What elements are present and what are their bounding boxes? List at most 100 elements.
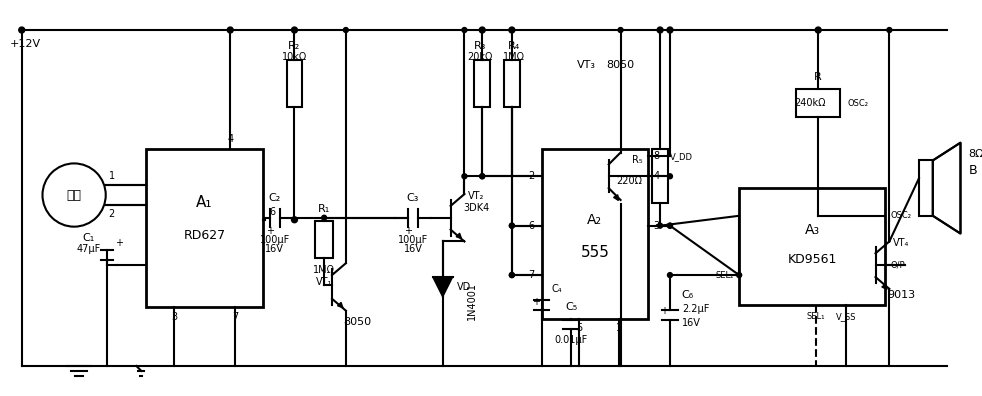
Circle shape [19, 27, 25, 33]
Text: VT₄: VT₄ [893, 238, 909, 248]
Circle shape [668, 223, 673, 228]
Text: A₁: A₁ [196, 196, 213, 210]
Circle shape [322, 215, 327, 220]
Text: A₃: A₃ [804, 223, 820, 237]
Text: 240kΩ: 240kΩ [794, 98, 826, 108]
Text: 8: 8 [653, 152, 659, 162]
Text: 555: 555 [580, 245, 609, 260]
Bar [474, 60, 490, 107]
Circle shape [510, 272, 515, 278]
Text: 4: 4 [227, 134, 234, 144]
Circle shape [657, 27, 663, 33]
Text: C₅: C₅ [565, 302, 577, 312]
Text: 10kΩ: 10kΩ [282, 52, 307, 62]
Text: VT₃: VT₃ [576, 60, 595, 70]
Text: KD9561: KD9561 [788, 253, 837, 266]
Circle shape [480, 174, 485, 179]
Text: 2.2μF: 2.2μF [682, 304, 709, 314]
Circle shape [668, 223, 673, 228]
Circle shape [509, 27, 515, 33]
Bar [739, 188, 886, 305]
Text: 8050: 8050 [607, 60, 634, 70]
Text: R: R [814, 72, 822, 82]
Text: OSC₂: OSC₂ [847, 99, 869, 108]
Text: 2: 2 [109, 209, 115, 219]
Circle shape [887, 28, 892, 32]
Text: 6: 6 [270, 207, 276, 217]
Text: 5: 5 [575, 324, 582, 333]
Text: 6: 6 [528, 221, 534, 230]
Text: 8Ω: 8Ω [968, 148, 982, 158]
Circle shape [815, 27, 821, 33]
Text: 1N4001: 1N4001 [467, 282, 477, 320]
Bar [315, 221, 333, 258]
Circle shape [227, 27, 233, 33]
Circle shape [292, 217, 298, 223]
Text: 2: 2 [528, 171, 534, 181]
Circle shape [510, 272, 515, 278]
Text: +: + [115, 238, 123, 248]
Text: 100μF: 100μF [398, 234, 428, 244]
Circle shape [510, 223, 515, 228]
Bar [541, 148, 648, 318]
Text: 8050: 8050 [344, 316, 372, 327]
Text: R₁: R₁ [318, 204, 330, 214]
Text: V_SS: V_SS [836, 312, 856, 321]
Bar [504, 60, 519, 107]
Bar [919, 160, 933, 216]
Polygon shape [433, 277, 453, 297]
Text: 4: 4 [653, 171, 659, 181]
Text: VD: VD [458, 282, 471, 292]
Text: R₂: R₂ [289, 41, 300, 51]
Text: 1MΩ: 1MΩ [313, 265, 335, 275]
Text: 1: 1 [109, 171, 115, 181]
Text: 3DK4: 3DK4 [464, 203, 489, 213]
Text: R₄: R₄ [508, 41, 519, 51]
Text: V_DD: V_DD [670, 152, 693, 161]
Circle shape [480, 174, 485, 179]
Text: +12V: +12V [10, 39, 41, 49]
Circle shape [510, 223, 515, 228]
Text: 47μF: 47μF [77, 244, 101, 254]
Circle shape [292, 27, 298, 33]
Text: 1MΩ: 1MΩ [503, 52, 524, 62]
Bar [652, 148, 668, 203]
Circle shape [668, 272, 673, 278]
Text: 3: 3 [171, 312, 177, 322]
Text: OSC₂: OSC₂ [891, 211, 911, 220]
Text: 100μF: 100μF [259, 234, 290, 244]
Text: 3: 3 [653, 221, 659, 230]
Circle shape [42, 164, 106, 227]
Text: +: + [660, 306, 668, 316]
Circle shape [618, 28, 623, 32]
Text: 16V: 16V [265, 244, 284, 254]
Circle shape [462, 174, 466, 179]
Text: 220Ω: 220Ω [617, 176, 642, 186]
Text: R₃: R₃ [474, 41, 486, 51]
Text: C₃: C₃ [407, 193, 419, 203]
Text: +: + [266, 226, 274, 236]
Text: 16V: 16V [682, 318, 701, 327]
Text: R₅: R₅ [631, 156, 642, 166]
Polygon shape [933, 143, 960, 234]
Text: 天线: 天线 [67, 188, 82, 202]
Text: +: + [405, 226, 412, 236]
Bar [287, 60, 302, 107]
Text: C₁: C₁ [82, 232, 95, 242]
Circle shape [462, 28, 466, 32]
Circle shape [668, 174, 673, 179]
Circle shape [667, 27, 673, 33]
Text: 20kΩ: 20kΩ [467, 52, 493, 62]
Text: 7: 7 [528, 270, 534, 280]
Text: 1: 1 [616, 324, 622, 333]
Text: VT₁: VT₁ [316, 277, 332, 287]
Circle shape [344, 28, 349, 32]
Text: A₂: A₂ [587, 213, 602, 227]
Text: +: + [531, 297, 539, 307]
Text: 9013: 9013 [887, 290, 915, 300]
Text: 16V: 16V [404, 244, 422, 254]
Text: C₄: C₄ [551, 284, 562, 294]
Text: SEL₂: SEL₂ [716, 270, 735, 280]
Text: C₆: C₆ [682, 290, 694, 300]
Bar [796, 89, 840, 117]
